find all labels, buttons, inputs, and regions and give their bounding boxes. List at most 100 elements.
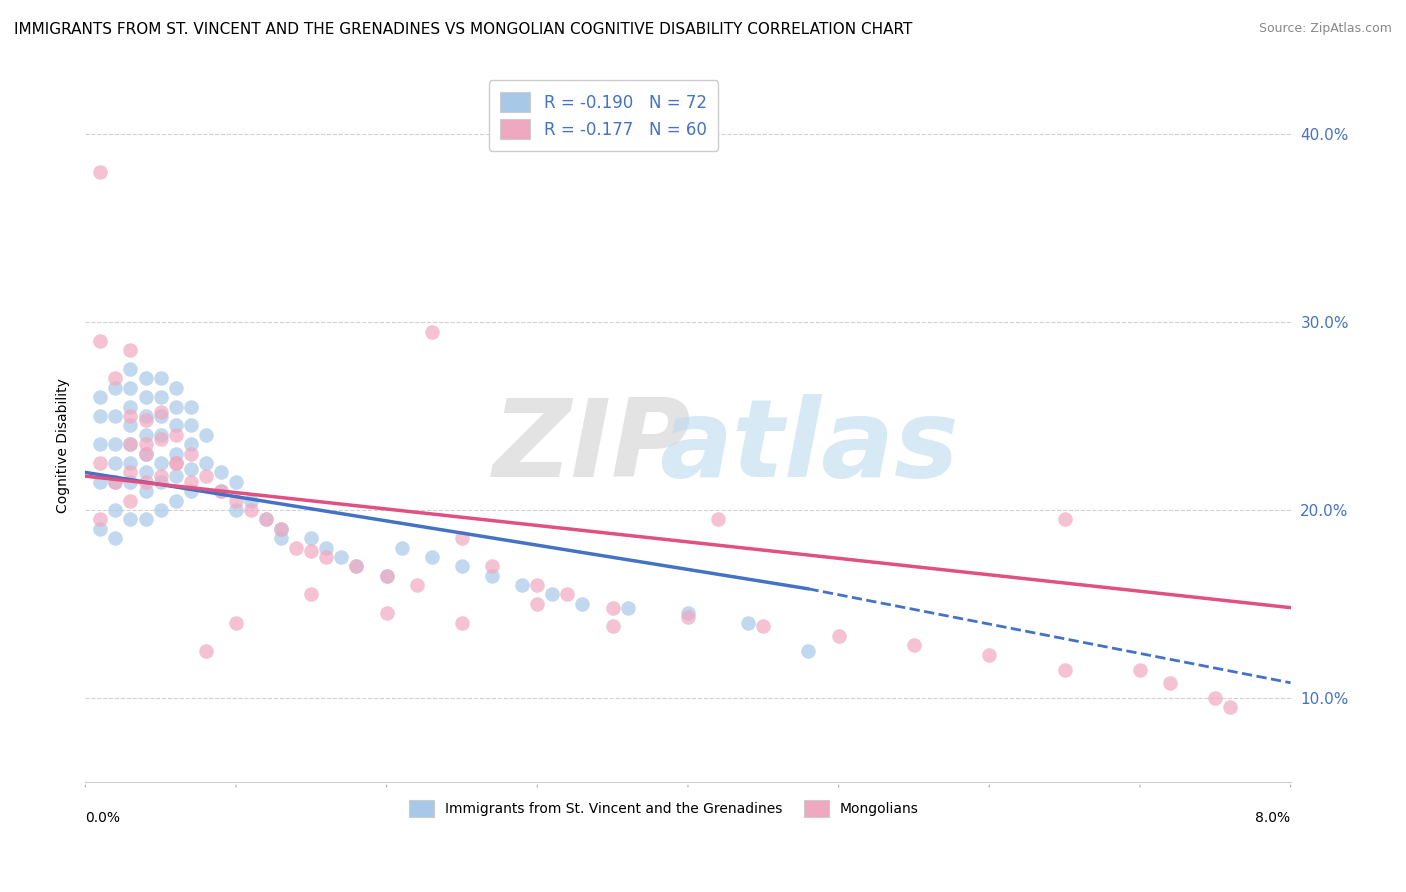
Point: [797, 644, 820, 658]
Text: atlas: atlas: [658, 394, 959, 500]
Point: [165, 400, 187, 414]
Point: [254, 512, 277, 526]
Text: Cognitive Disability: Cognitive Disability: [56, 378, 70, 514]
Point: [707, 512, 730, 526]
Point: [135, 427, 157, 442]
Point: [557, 587, 579, 601]
Point: [149, 427, 172, 442]
Point: [120, 381, 142, 395]
Point: [315, 541, 337, 555]
Point: [120, 362, 142, 376]
Point: [149, 405, 172, 419]
Point: [194, 644, 217, 658]
Point: [135, 484, 157, 499]
Point: [481, 568, 503, 582]
Point: [1159, 675, 1181, 690]
Point: [149, 469, 172, 483]
Point: [120, 437, 142, 451]
Point: [120, 512, 142, 526]
Text: IMMIGRANTS FROM ST. VINCENT AND THE GRENADINES VS MONGOLIAN COGNITIVE DISABILITY: IMMIGRANTS FROM ST. VINCENT AND THE GREN…: [14, 22, 912, 37]
Point: [270, 522, 292, 536]
Point: [451, 615, 474, 630]
Point: [676, 610, 699, 624]
Point: [135, 409, 157, 423]
Point: [120, 400, 142, 414]
Point: [165, 381, 187, 395]
Point: [104, 475, 127, 489]
Point: [299, 544, 322, 558]
Point: [104, 409, 127, 423]
Point: [752, 619, 775, 633]
Point: [104, 531, 127, 545]
Point: [225, 493, 247, 508]
Point: [346, 559, 368, 574]
Point: [149, 371, 172, 385]
Point: [194, 469, 217, 483]
Point: [602, 619, 624, 633]
Point: [676, 607, 699, 621]
Legend: Immigrants from St. Vincent and the Grenadines, Mongolians: Immigrants from St. Vincent and the Gren…: [401, 792, 927, 825]
Point: [270, 531, 292, 545]
Point: [135, 475, 157, 489]
Point: [135, 413, 157, 427]
Point: [180, 400, 202, 414]
Point: [209, 484, 232, 499]
Point: [1204, 690, 1226, 705]
Point: [346, 559, 368, 574]
Point: [135, 512, 157, 526]
Point: [149, 409, 172, 423]
Point: [209, 484, 232, 499]
Point: [827, 629, 849, 643]
Text: ZIP: ZIP: [492, 394, 690, 500]
Point: [180, 475, 202, 489]
Point: [89, 456, 111, 470]
Point: [104, 456, 127, 470]
Point: [165, 456, 187, 470]
Point: [451, 531, 474, 545]
Point: [120, 493, 142, 508]
Point: [135, 371, 157, 385]
Point: [225, 503, 247, 517]
Point: [571, 597, 593, 611]
Point: [979, 648, 1001, 662]
Point: [149, 456, 172, 470]
Point: [149, 432, 172, 446]
Point: [89, 409, 111, 423]
Point: [89, 522, 111, 536]
Point: [240, 493, 263, 508]
Point: [451, 559, 474, 574]
Point: [165, 493, 187, 508]
Point: [1129, 663, 1152, 677]
Point: [1053, 512, 1076, 526]
Point: [89, 390, 111, 404]
Point: [165, 418, 187, 433]
Point: [526, 578, 548, 592]
Point: [526, 597, 548, 611]
Point: [89, 437, 111, 451]
Point: [120, 475, 142, 489]
Point: [120, 418, 142, 433]
Point: [194, 427, 217, 442]
Point: [194, 456, 217, 470]
Text: Source: ZipAtlas.com: Source: ZipAtlas.com: [1258, 22, 1392, 36]
Point: [135, 447, 157, 461]
Point: [120, 409, 142, 423]
Text: 0.0%: 0.0%: [86, 811, 121, 824]
Point: [135, 390, 157, 404]
Point: [104, 437, 127, 451]
Point: [120, 456, 142, 470]
Point: [225, 475, 247, 489]
Point: [135, 437, 157, 451]
Point: [510, 578, 533, 592]
Point: [180, 447, 202, 461]
Point: [135, 466, 157, 480]
Point: [120, 437, 142, 451]
Point: [375, 568, 398, 582]
Point: [481, 559, 503, 574]
Point: [315, 549, 337, 564]
Point: [616, 600, 638, 615]
Point: [375, 607, 398, 621]
Point: [180, 484, 202, 499]
Point: [104, 475, 127, 489]
Point: [165, 427, 187, 442]
